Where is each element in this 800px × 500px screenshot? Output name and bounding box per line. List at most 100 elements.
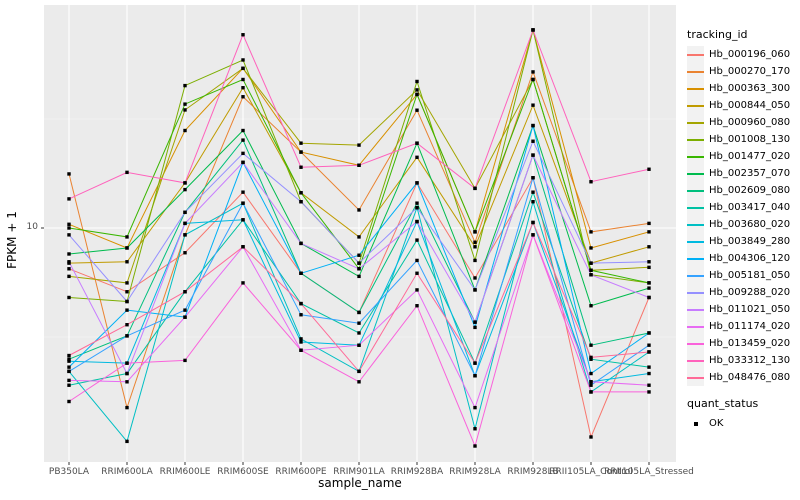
data-point (125, 290, 129, 294)
data-point (647, 230, 651, 234)
data-point (241, 33, 245, 37)
data-point (299, 241, 303, 246)
data-point (531, 139, 535, 143)
legend-entry-Hb_004306_120: Hb_004306_120 (687, 250, 799, 267)
data-point (299, 191, 303, 195)
data-point (647, 350, 651, 354)
legend-key-line (687, 138, 704, 141)
data-point (415, 288, 419, 292)
data-point (357, 321, 361, 325)
legend-key-line (687, 325, 704, 328)
data-point (125, 246, 129, 250)
data-point (67, 172, 71, 176)
data-point (299, 271, 303, 275)
legend-label: Hb_001008_130 (709, 134, 791, 145)
data-point (415, 108, 419, 112)
legend-title-quant-status: quant_status (687, 397, 759, 410)
data-point (67, 267, 71, 271)
data-point (299, 141, 303, 145)
data-point (183, 187, 187, 192)
legend: tracking_id Hb_000196_060 Hb_000270_170 Hb… (687, 28, 799, 432)
data-point (357, 331, 361, 335)
x-tick-label: RRII105LA_Control (549, 467, 632, 477)
data-point (473, 230, 477, 234)
data-point (357, 163, 361, 167)
data-point (241, 151, 245, 156)
data-point (589, 304, 593, 308)
data-point (67, 222, 71, 226)
data-point (67, 359, 71, 363)
data-point (415, 79, 419, 84)
data-point (299, 340, 303, 344)
legend-label: Hb_003849_280 (709, 236, 791, 247)
data-point (473, 240, 477, 244)
legend-key-icon (687, 352, 704, 369)
data-point (357, 343, 361, 347)
data-point (473, 444, 477, 448)
legend-key-icon (687, 199, 704, 216)
data-point (531, 190, 535, 194)
legend-key-icon (687, 216, 704, 233)
legend-key-line (687, 104, 704, 107)
legend-label: Hb_011174_020 (709, 321, 791, 332)
legend-title-tracking-id: tracking_id (687, 28, 748, 41)
legend-quant-status: quant_status OK (687, 397, 799, 432)
x-tick-label: RRIM600LE (160, 467, 211, 477)
data-point (125, 371, 129, 376)
data-point (415, 88, 419, 92)
data-point (473, 320, 477, 324)
legend-key-line (687, 257, 704, 260)
data-point (531, 176, 535, 180)
legend-label: Hb_011021_050 (709, 304, 791, 315)
data-point (241, 281, 245, 285)
legend-key-line (687, 342, 704, 345)
data-point (299, 165, 303, 169)
data-point (647, 383, 651, 387)
legend-key-icon (687, 250, 704, 267)
legend-key-icon (687, 267, 704, 284)
data-point (125, 281, 129, 285)
y-axis-title: FPKM + 1 (5, 211, 19, 269)
data-point (531, 123, 535, 128)
data-point (125, 334, 129, 338)
legend-key-icon (687, 46, 704, 63)
data-point (473, 276, 477, 280)
data-point (241, 160, 245, 165)
data-point (415, 92, 419, 97)
legend-key-icon (687, 97, 704, 114)
data-point (415, 219, 419, 224)
data-point (647, 365, 651, 369)
data-point (67, 378, 71, 383)
data-point (473, 258, 477, 263)
data-point (241, 218, 245, 222)
data-point (183, 315, 187, 319)
data-point (589, 261, 593, 265)
legend-entry-Hb_003417_040: Hb_003417_040 (687, 199, 799, 216)
data-point (183, 210, 187, 215)
x-tick-label: RRIM928LA (449, 467, 501, 477)
legend-key-icon (687, 165, 704, 182)
legend-entry-Hb_005181_050: Hb_005181_050 (687, 267, 799, 284)
legend-entry-Hb_000363_300: Hb_000363_300 (687, 80, 799, 97)
legend-entry-Hb_002357_070: Hb_002357_070 (687, 165, 799, 182)
data-point (183, 108, 187, 112)
data-point (589, 383, 593, 387)
data-point (647, 221, 651, 226)
legend-key-icon (687, 131, 704, 148)
data-point (647, 295, 651, 300)
data-point (473, 245, 477, 249)
legend-entry-ok: OK (687, 415, 799, 432)
data-point (299, 337, 303, 341)
legend-label: Hb_002609_080 (709, 185, 791, 196)
data-point (241, 201, 245, 205)
data-point (241, 58, 245, 62)
legend-key-icon (687, 148, 704, 165)
legend-entry-Hb_048476_080: Hb_048476_080 (687, 369, 799, 386)
data-point (589, 180, 593, 184)
data-point (299, 313, 303, 317)
data-point (67, 353, 71, 358)
data-point (125, 361, 129, 365)
legend-key-icon (687, 335, 704, 352)
data-point (67, 260, 71, 264)
legend-label: Hb_000270_170 (709, 66, 791, 77)
